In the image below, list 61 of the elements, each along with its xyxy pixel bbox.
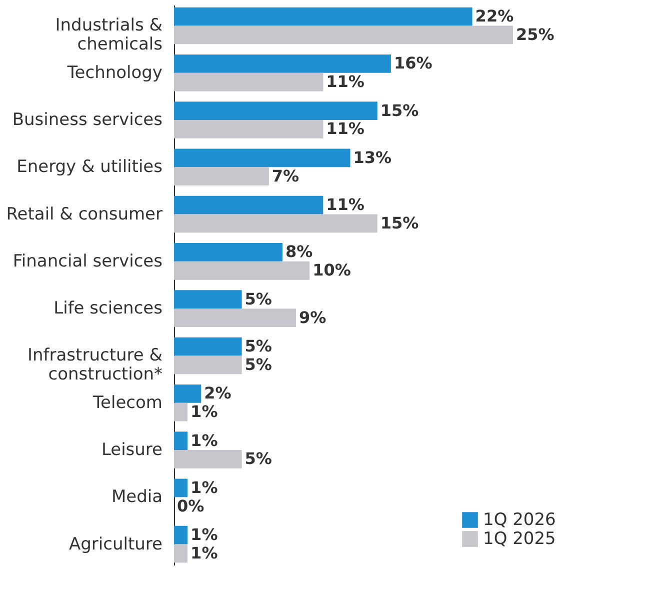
bar <box>174 196 324 214</box>
y-tick-label: Financial services <box>12 251 163 272</box>
data-label: 11% <box>326 119 364 138</box>
bar <box>174 102 378 120</box>
data-label: 1% <box>190 525 218 544</box>
data-label: 22% <box>475 6 514 26</box>
bar <box>174 120 324 138</box>
y-tick-label: Industrials & chemicals <box>55 16 163 55</box>
bar <box>174 337 242 356</box>
bar <box>174 432 188 450</box>
data-label: 11% <box>326 195 364 214</box>
data-label: 1% <box>190 402 218 422</box>
bar <box>174 290 242 309</box>
data-label: 5% <box>244 336 272 356</box>
bar <box>174 72 324 92</box>
bar <box>174 544 188 563</box>
y-tick-label: Telecom <box>92 392 162 413</box>
data-label: 2% <box>204 384 232 403</box>
bar <box>174 214 378 233</box>
bar <box>174 26 513 44</box>
data-label: 15% <box>380 213 419 232</box>
data-label: 15% <box>380 100 419 120</box>
data-label: 9% <box>299 308 326 327</box>
data-label: 16% <box>394 54 432 73</box>
bar <box>174 54 391 73</box>
data-label: 25% <box>516 24 554 44</box>
data-label: 13% <box>353 148 392 167</box>
legend-label: 1Q 2025 <box>483 529 556 549</box>
data-label: 11% <box>326 72 364 92</box>
bar <box>174 356 242 374</box>
data-label: 0% <box>177 496 204 516</box>
data-label: 1% <box>190 478 218 497</box>
data-label: 1% <box>190 430 218 450</box>
bar <box>174 526 188 544</box>
data-label: 7% <box>272 166 300 186</box>
y-tick-label: Media <box>111 487 162 508</box>
y-tick-label: Life sciences <box>54 298 163 319</box>
bar <box>174 308 296 327</box>
y-tick-label: Energy & utilities <box>16 157 163 178</box>
y-tick-label: Leisure <box>101 440 162 460</box>
bar <box>174 450 242 468</box>
bar <box>174 243 282 262</box>
bar <box>174 7 472 26</box>
y-tick-label: Technology <box>66 62 162 83</box>
data-label: 5% <box>244 449 272 468</box>
y-tick-label: Business services <box>12 110 163 130</box>
legend-label: 1Q 2026 <box>483 510 556 530</box>
data-label: 8% <box>285 242 313 262</box>
data-label: 5% <box>244 289 272 308</box>
y-tick-label: Infrastructure & construction* <box>28 346 162 385</box>
bar <box>174 167 269 186</box>
data-label: 5% <box>244 354 272 374</box>
bar <box>174 261 310 280</box>
bar <box>174 402 188 422</box>
y-tick-label: Agriculture <box>69 534 162 554</box>
bar <box>174 478 188 498</box>
data-label: 1% <box>190 543 218 562</box>
bar <box>174 384 202 403</box>
y-tick-label: Retail & consumer <box>6 204 163 224</box>
bar <box>174 148 350 168</box>
data-label: 10% <box>312 260 351 280</box>
